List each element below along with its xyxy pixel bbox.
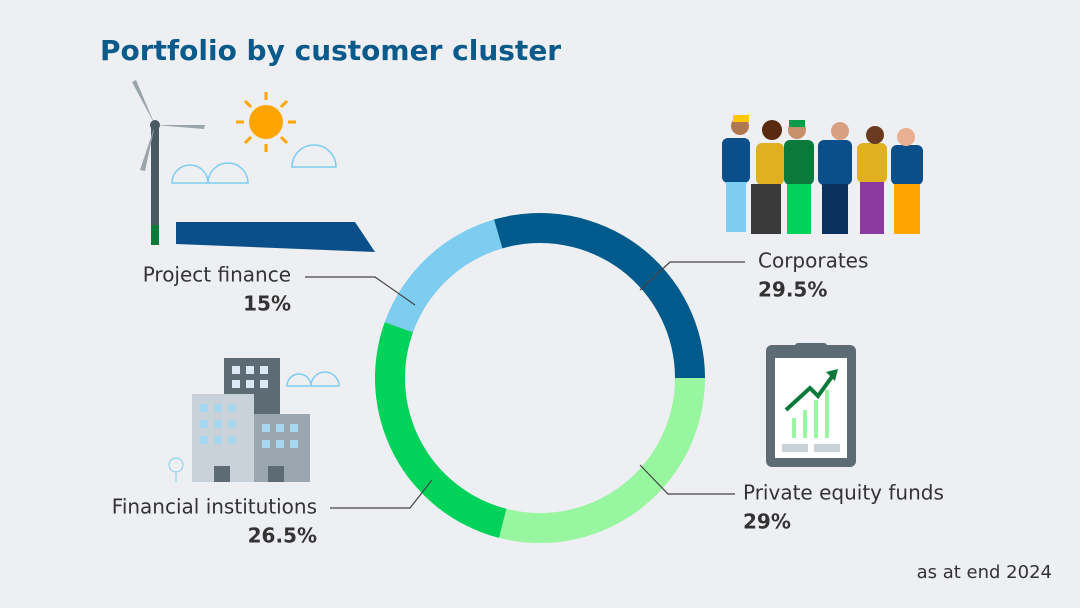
slice-label: Corporates <box>758 249 868 273</box>
leader-line <box>305 276 416 306</box>
value-label: 29.5% <box>758 278 827 302</box>
slice-label: Financial institutions <box>112 495 317 519</box>
leader-line <box>330 479 433 509</box>
slice-label: Project finance <box>143 263 291 287</box>
illustration-private-equity <box>766 343 856 467</box>
donut-slice <box>493 213 705 378</box>
illustration-financial-institutions <box>168 358 340 482</box>
chart-title: Portfolio by customer cluster <box>100 34 561 67</box>
note: as at end 2024 <box>917 562 1052 583</box>
value-label: 29% <box>743 510 791 534</box>
illustration-corporates <box>722 115 923 234</box>
donut-slice <box>374 322 507 538</box>
value-label: 26.5% <box>248 524 317 548</box>
illustration-project-finance <box>132 80 375 252</box>
donut-slice <box>498 378 705 543</box>
slice-label: Private equity funds <box>743 481 944 505</box>
value-label: 15% <box>243 292 291 316</box>
leader-line <box>639 261 745 291</box>
leader-line <box>639 464 735 495</box>
